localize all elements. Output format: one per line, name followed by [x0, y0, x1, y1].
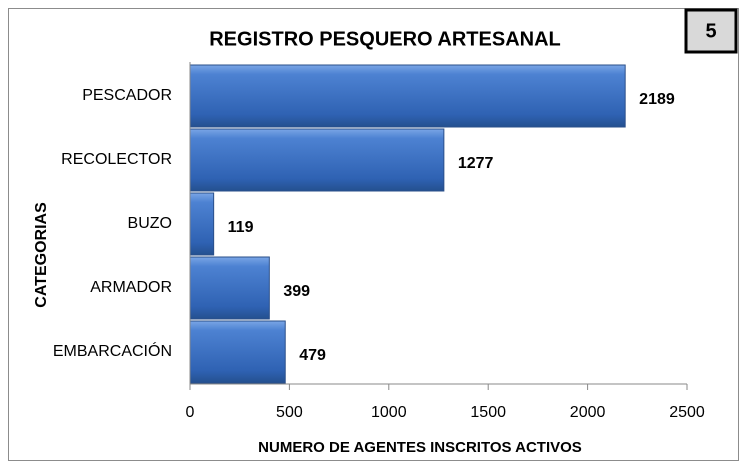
bar	[189, 192, 215, 256]
value-label: 119	[228, 219, 254, 236]
y-tick-label: PESCADOR	[82, 87, 172, 104]
x-tick-label: 2500	[669, 404, 705, 421]
x-axis-title: NUMERO DE AGENTES INSCRITOS ACTIVOS	[258, 439, 582, 456]
chart-title: REGISTRO PESQUERO ARTESANAL	[209, 28, 561, 50]
x-tick-label: 2000	[570, 404, 606, 421]
x-tick-label: 1500	[470, 404, 506, 421]
bar	[189, 128, 445, 192]
value-label: 1277	[458, 155, 494, 172]
bar	[189, 256, 270, 320]
badge: 5	[705, 20, 716, 42]
x-tick-label: 0	[186, 404, 195, 421]
y-tick-label: EMBARCACIÓN	[53, 341, 172, 360]
bar	[189, 320, 286, 384]
x-tick-label: 1000	[371, 404, 407, 421]
y-tick-label: RECOLECTOR	[61, 151, 172, 168]
value-label: 479	[299, 347, 326, 364]
badge-box	[684, 8, 738, 54]
bar	[189, 64, 626, 128]
x-tick-label: 500	[276, 404, 303, 421]
value-label: 2189	[639, 91, 675, 108]
y-tick-label: BUZO	[128, 215, 172, 232]
y-axis-title: CATEGORIAS	[33, 202, 50, 308]
value-label: 399	[283, 283, 310, 300]
y-tick-label: ARMADOR	[90, 279, 172, 296]
